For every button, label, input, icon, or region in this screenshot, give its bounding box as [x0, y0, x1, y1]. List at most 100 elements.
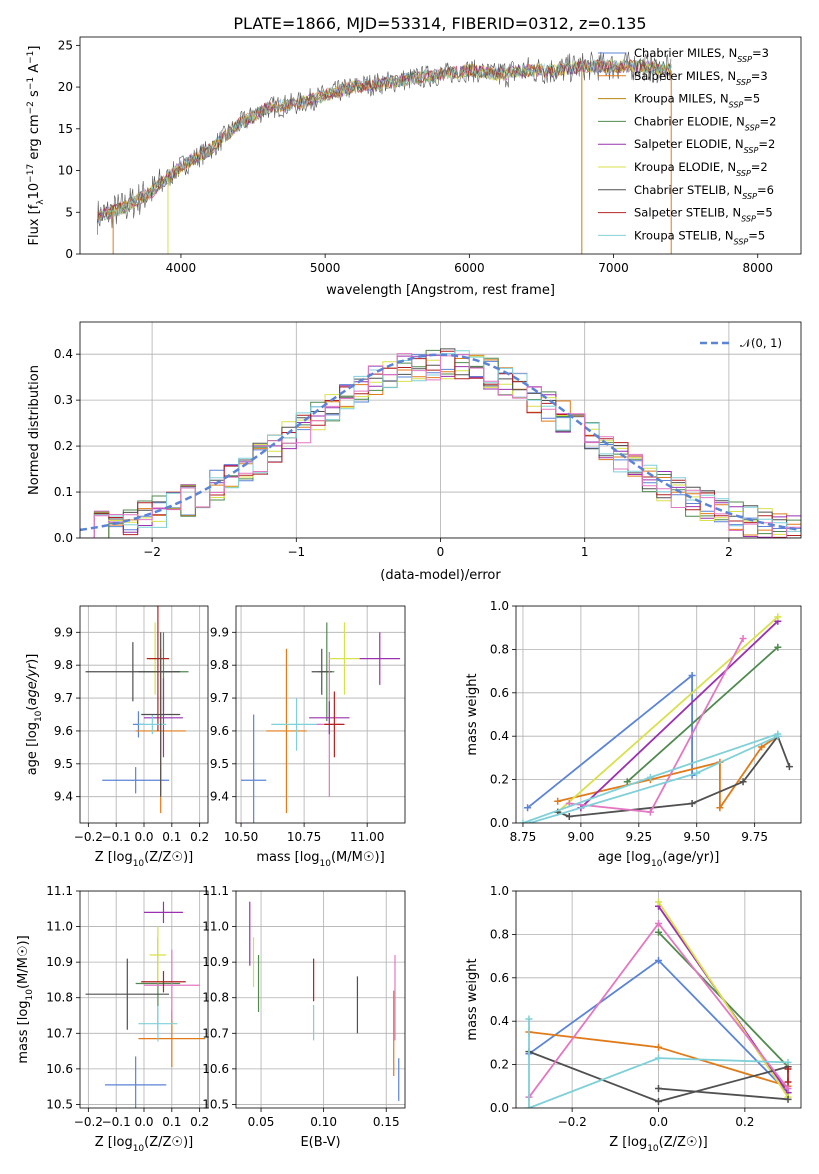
- weight-series-line: [528, 1019, 789, 1108]
- weight-marker: [525, 1015, 533, 1023]
- x-tick-label: 0.05: [248, 1115, 275, 1129]
- errorbar-point: [241, 714, 267, 823]
- x-tick-label: 10.75: [287, 830, 321, 844]
- y-tick-label: 11.1: [46, 884, 73, 898]
- y-tick-label: 10.7: [46, 1026, 73, 1040]
- x-tick-label: 8000: [742, 261, 773, 275]
- y-tick-label: 1.0: [490, 599, 509, 613]
- x-tick-label: 0.2: [735, 1115, 754, 1129]
- legend-entry: Salpeter MILES, NSSP=3: [634, 69, 768, 87]
- errorbar-point: [85, 642, 181, 702]
- weight-series-line: [657, 901, 789, 1098]
- axes-weight_vs_Z: −0.2 0.0 0.2 0.0 0.2 0.4 0.6 0.8 1.0 Z [log10(Z/Z…: [465, 884, 802, 1154]
- weight-marker: [774, 613, 782, 621]
- spectrum-model-line: [96, 58, 672, 224]
- y-tick-label: 0.4: [490, 1014, 509, 1028]
- axes-frame-residuals: [79, 321, 802, 539]
- y-tick-label: 0.8: [490, 927, 509, 941]
- errorbar-point: [311, 648, 332, 695]
- y-axis-label: Normed distribution: [27, 365, 42, 495]
- errorbar-point: [141, 632, 181, 797]
- y-tick-label: 9.9: [54, 625, 73, 639]
- spectrum-model-line: [96, 58, 672, 224]
- x-tick-label: 2: [725, 545, 733, 559]
- y-tick-label: 0.2: [490, 773, 509, 787]
- weight-marker: [739, 778, 747, 786]
- weight-marker: [784, 1058, 792, 1066]
- x-axis-label: Z [log10(Z/Z☉)]: [609, 1135, 707, 1154]
- figure-title: PLATE=1866, MJD=53314, FIBERID=0312, z=0…: [233, 14, 646, 33]
- x-axis-label: E(B-V): [300, 1135, 340, 1150]
- y-tick-label: 0.0: [490, 816, 509, 830]
- axes-spectrum: 4000 5000 6000 7000 8000 0 5 10 15 20 25 wavelength…: [26, 36, 802, 298]
- weight-marker: [655, 920, 662, 928]
- plot-area-weight_vs_Z: [516, 891, 801, 1108]
- weight-marker: [646, 773, 654, 781]
- y-tick-label: 0.3: [54, 393, 73, 407]
- errorbar-point: [266, 648, 307, 814]
- weight-marker: [688, 671, 696, 679]
- y-tick-label: 5: [65, 205, 73, 219]
- y-tick-label: 0.6: [490, 971, 509, 985]
- weight-marker: [554, 797, 562, 805]
- y-axis-label: mass weight: [465, 673, 480, 755]
- errorbar-point: [309, 701, 350, 735]
- x-tick-label: 10.50: [224, 830, 258, 844]
- legend-entry: Salpeter STELIB, NSSP=5: [634, 206, 773, 224]
- spectrum-model-line: [97, 58, 672, 224]
- legend-entry: Chabrier ELODIE, NSSP=2: [634, 114, 776, 131]
- y-tick-label: 9.7: [210, 691, 229, 705]
- legend-entry: Chabrier MILES, NSSP=3: [634, 46, 769, 64]
- legend-entry: 𝒩(0, 1): [740, 336, 782, 350]
- weight-marker: [524, 804, 532, 812]
- weight-marker: [623, 778, 631, 786]
- y-tick-label: 0.6: [490, 686, 509, 700]
- axes-frame-age_vs_mass: [235, 605, 406, 824]
- x-axis-label: wavelength [Angstrom, rest frame]: [326, 283, 555, 298]
- x-tick-label: 0.10: [310, 1115, 337, 1129]
- y-tick-label: 1.0: [490, 884, 509, 898]
- y-tick-label: 0.2: [54, 439, 73, 453]
- x-tick-label: 11.00: [350, 830, 384, 844]
- plot-area-mass_vs_Z: [80, 891, 208, 1108]
- x-tick-label: 5000: [310, 261, 341, 275]
- errorbar-point: [85, 958, 170, 1030]
- weight-marker: [655, 1084, 662, 1092]
- y-tick-label: 10.6: [46, 1062, 73, 1076]
- spectrum-model-line: [96, 58, 672, 224]
- plot-area-spectrum: [96, 51, 672, 254]
- weight-marker: [688, 799, 696, 807]
- weight-marker: [655, 956, 662, 964]
- weight-marker: [739, 635, 747, 643]
- y-tick-label: 9.9: [210, 625, 229, 639]
- x-tick-label: 0.1: [162, 830, 181, 844]
- y-tick-label: 10: [58, 164, 73, 178]
- spectrum-model-line: [96, 58, 672, 224]
- x-tick-label: 0.2: [190, 1115, 209, 1129]
- weight-series-line: [557, 616, 779, 813]
- y-tick-label: 0.2: [490, 1058, 509, 1072]
- x-tick-label: −0.2: [74, 1115, 103, 1129]
- gaussian-curve: [80, 353, 801, 532]
- errorbar-point: [329, 622, 360, 695]
- y-tick-label: 25: [58, 38, 73, 52]
- y-tick-label: 9.8: [54, 658, 73, 672]
- x-tick-label: 0.0: [134, 1115, 153, 1129]
- x-tick-label: 9.25: [625, 830, 652, 844]
- x-tick-label: 6000: [454, 261, 485, 275]
- y-axis-label: mass weight: [465, 958, 480, 1040]
- x-tick-label: 0.0: [649, 1115, 668, 1129]
- weight-marker: [716, 804, 724, 812]
- axes-age_vs_Z: −0.2−0.1 0.0 0.1 0.2 9.4 9.5 9.6 9.7 9.8 9.9 Z [lo…: [25, 605, 209, 869]
- errorbar-point: [271, 698, 322, 751]
- x-axis-label: (data-model)/error: [380, 568, 501, 583]
- weight-marker: [525, 1104, 533, 1108]
- x-axis-label: Z [log10(Z/Z☉)]: [95, 850, 193, 869]
- x-tick-label: −1: [287, 545, 305, 559]
- errorbar-point: [102, 767, 170, 794]
- spectrum-model-line: [96, 59, 672, 224]
- weight-marker: [526, 819, 534, 823]
- y-tick-label: 10.6: [202, 1062, 229, 1076]
- x-tick-label: 0.0: [134, 830, 153, 844]
- y-tick-label: 11.1: [202, 884, 229, 898]
